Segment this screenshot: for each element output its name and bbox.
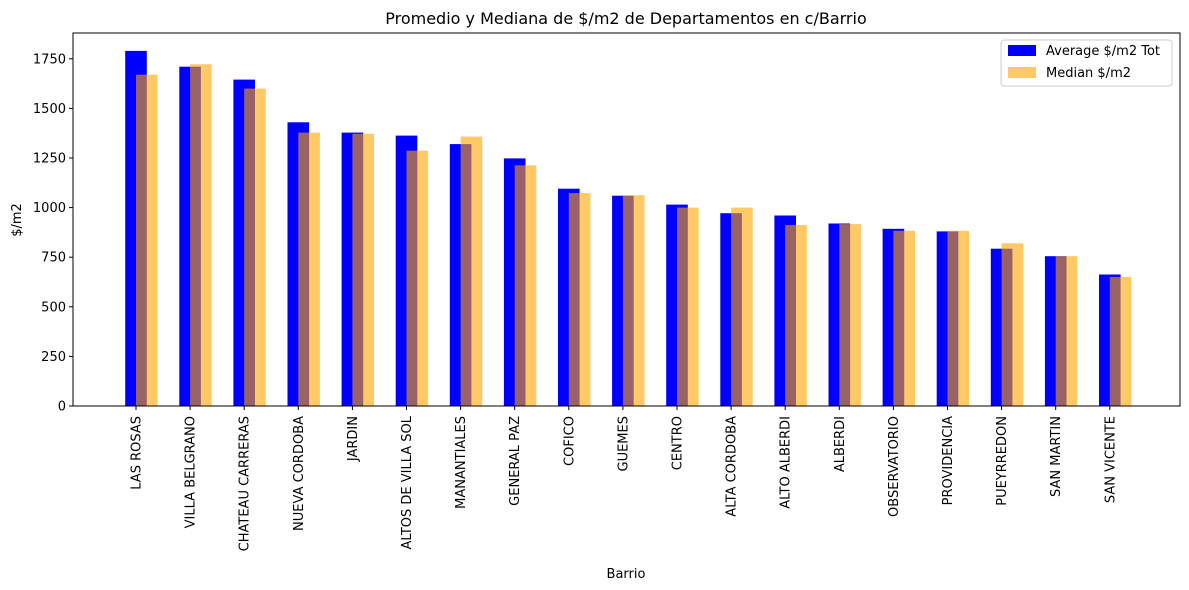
legend-swatch-median xyxy=(1008,67,1036,78)
x-tick-label: SAN VICENTE xyxy=(1103,416,1118,503)
x-tick-label: CENTRO xyxy=(671,416,686,470)
y-tick-label: 0 xyxy=(58,400,66,415)
bar-median-7 xyxy=(460,136,483,406)
plot-frame xyxy=(72,32,1181,407)
y-tick-label: 1250 xyxy=(33,151,66,166)
bars-group xyxy=(125,50,1132,407)
x-tick-label: CHATEAU CARRERAS xyxy=(238,416,253,551)
bar-median-19 xyxy=(1109,277,1132,406)
bar-median-6 xyxy=(406,150,429,406)
bar-median-15 xyxy=(893,230,915,406)
y-axis: 0 250 500 750 1000 1250 1500 1750 xyxy=(33,52,73,415)
x-tick-label: ALTOS DE VILLA SOL xyxy=(400,415,415,549)
bar-median-17 xyxy=(1001,243,1024,406)
x-tick-label: ALBERDI xyxy=(833,416,848,472)
x-axis-label: Barrio xyxy=(607,567,646,582)
x-tick-label: GUEMES xyxy=(616,416,631,472)
bar-median-10 xyxy=(622,195,645,406)
bar-median-4 xyxy=(298,132,320,406)
y-tick-label: 250 xyxy=(41,350,66,365)
bar-median-2 xyxy=(190,64,212,407)
bar-median-5 xyxy=(352,133,374,407)
legend: Average $/m2 Tot Median $/m2 xyxy=(1000,39,1173,87)
bar-median-18 xyxy=(1055,256,1078,406)
x-tick-label: COFICO xyxy=(562,416,577,466)
x-tick-label: ALTA CORDOBA xyxy=(725,416,740,517)
bar-median-14 xyxy=(839,224,861,406)
bar-median-12 xyxy=(731,207,753,406)
y-tick-label: 750 xyxy=(41,251,66,266)
chart-title: Promedio y Mediana de $/m2 de Departamen… xyxy=(385,9,867,28)
x-tick-label: PROVIDENCIA xyxy=(941,416,956,505)
legend-label-average: Average $/m2 Tot xyxy=(1046,44,1160,59)
y-tick-label: 1500 xyxy=(33,102,66,117)
y-tick-label: 1750 xyxy=(33,52,66,67)
bar-median-13 xyxy=(785,225,807,406)
y-tick-label: 1000 xyxy=(33,201,66,216)
bar-median-8 xyxy=(514,165,537,406)
x-tick-label: SAN MARTIN xyxy=(1049,416,1064,497)
bar-median-11 xyxy=(677,207,699,406)
bar-median-1 xyxy=(136,74,158,406)
y-tick-label: 500 xyxy=(41,300,66,315)
bar-median-16 xyxy=(947,230,970,406)
x-tick-label: MANANTIALES xyxy=(454,416,469,509)
bar-median-3 xyxy=(244,88,266,406)
x-tick-label: PUEYRREDON xyxy=(995,416,1010,506)
x-tick-label: NUEVA CORDOBA xyxy=(292,416,307,531)
bar-median-9 xyxy=(568,193,591,406)
legend-label-median: Median $/m2 xyxy=(1046,66,1131,81)
legend-swatch-average xyxy=(1008,45,1036,56)
y-axis-label: $/m2 xyxy=(10,203,25,237)
x-tick-label: GENERAL PAZ xyxy=(508,416,523,506)
x-axis: LAS ROSAS VILLA BELGRANO CHATEAU CARRERAS N… xyxy=(130,406,1118,551)
x-tick-label: ALTO ALBERDI xyxy=(779,416,794,509)
x-tick-label: LAS ROSAS xyxy=(130,416,145,490)
x-tick-label: JARDIN xyxy=(346,416,361,462)
legend-box xyxy=(1000,39,1173,87)
x-tick-label: VILLA BELGRANO xyxy=(184,416,199,528)
x-tick-label: OBSERVATORIO xyxy=(887,416,902,517)
